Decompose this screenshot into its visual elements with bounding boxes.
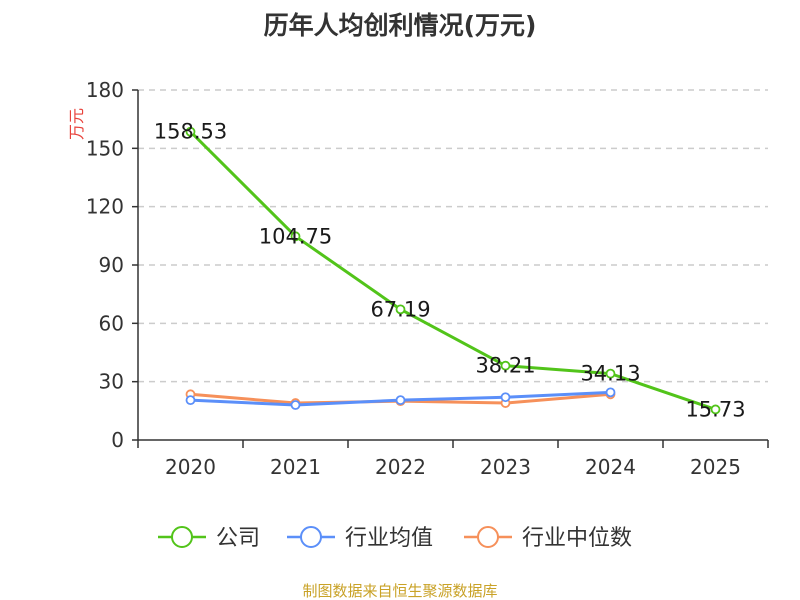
data-point-0 — [395, 304, 406, 315]
y-tick-label: 150 — [86, 136, 124, 160]
data-point-1 — [395, 395, 406, 406]
data-point-1 — [185, 395, 196, 406]
data-label: 15.73 — [685, 397, 745, 421]
legend-label: 公司 — [216, 526, 260, 551]
data-point-1 — [290, 400, 301, 410]
x-tick-label: 2025 — [690, 455, 741, 479]
data-point-1 — [605, 387, 616, 398]
x-tick-label: 2022 — [375, 455, 426, 479]
series-line-0 — [189, 130, 716, 411]
data-label: 67.19 — [370, 297, 430, 321]
data-point-0 — [185, 126, 196, 137]
x-tick-label: 2024 — [585, 455, 636, 479]
x-tick-label: 2023 — [480, 455, 531, 479]
y-tick-label: 60 — [99, 311, 124, 335]
series-lines — [185, 126, 721, 415]
legend-label: 行业均值 — [345, 526, 433, 551]
data-label: 38.21 — [475, 354, 535, 378]
legend-item-1[interactable]: 行业均值 — [287, 526, 433, 551]
legend[interactable]: 公司 行业均值 行业中位数 — [158, 526, 632, 551]
source-note: 制图数据来自恒生聚源数据库 — [302, 582, 497, 600]
y-tick-label: 30 — [99, 370, 124, 394]
data-point-0 — [605, 368, 616, 379]
chart-title: 历年人均创利情况(万元) — [264, 11, 537, 40]
data-point-0 — [710, 404, 721, 415]
legend-item-2[interactable]: 行业中位数 — [464, 526, 632, 551]
axes: 0 30 60 90 120 150 180 2020 2021 2022 2023 2024 2025 — [86, 78, 769, 479]
legend-swatch-marker — [477, 526, 499, 548]
data-point-1 — [500, 392, 511, 403]
y-tick-label: 0 — [111, 428, 124, 452]
legend-swatch-marker — [171, 526, 193, 548]
data-label: 104.75 — [259, 224, 332, 248]
y-tick-label: 90 — [99, 253, 124, 277]
data-labels: 158.53 104.75 67.19 38.21 34.13 15.73 — [154, 120, 746, 422]
grid-lines — [138, 89, 768, 383]
data-label: 34.13 — [580, 362, 640, 386]
legend-label: 行业中位数 — [522, 526, 632, 551]
y-tick-label: 180 — [86, 78, 124, 102]
y-axis-label: 万元 — [67, 108, 86, 140]
legend-swatch-marker — [300, 526, 322, 548]
data-label: 158.53 — [154, 120, 227, 144]
x-tick-label: 2020 — [165, 455, 216, 479]
legend-item-0[interactable]: 公司 — [158, 526, 260, 551]
data-point-0 — [290, 231, 301, 242]
data-point-0 — [500, 360, 511, 371]
y-tick-label: 120 — [86, 195, 124, 219]
x-tick-label: 2021 — [270, 455, 321, 479]
